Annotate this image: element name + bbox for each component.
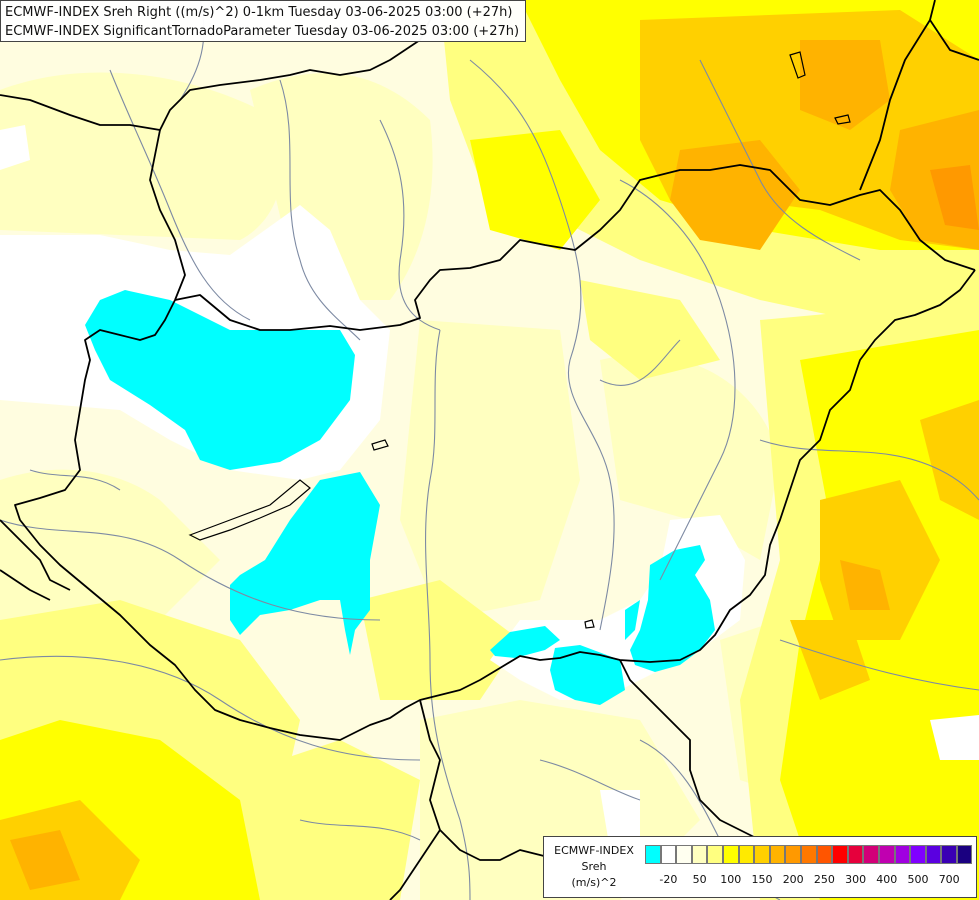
legend-unit: (m/s)^2 xyxy=(571,876,617,889)
legend-swatch xyxy=(785,845,801,864)
legend-swatch xyxy=(832,845,848,864)
map-title-box: ECMWF-INDEX Sreh Right ((m/s)^2) 0-1km T… xyxy=(0,0,526,42)
legend-swatch xyxy=(676,845,692,864)
color-legend: ECMWF-INDEX Sreh (m/s)^2 -20 50 100 150 200 2… xyxy=(543,836,977,898)
legend-color-bar xyxy=(645,845,973,864)
legend-tick-label: 250 xyxy=(813,873,835,886)
legend-labels: ECMWF-INDEX Sreh (m/s)^2 xyxy=(548,843,640,891)
legend-swatch xyxy=(894,845,911,864)
legend-swatch xyxy=(878,845,895,864)
legend-ticks: -20 50 100 150 200 250 300 400 500 700 xyxy=(645,873,973,889)
legend-tick-label: 150 xyxy=(751,873,773,886)
title-line-stp: ECMWF-INDEX SignificantTornadoParameter … xyxy=(5,24,520,39)
legend-swatch xyxy=(863,845,879,864)
legend-swatch xyxy=(691,845,708,864)
legend-parameter: Sreh xyxy=(581,860,607,873)
legend-tick-label: 300 xyxy=(845,873,867,886)
legend-tick-label: 500 xyxy=(907,873,929,886)
legend-tick-label: 700 xyxy=(938,873,960,886)
legend-tick-label: 400 xyxy=(876,873,898,886)
legend-swatch xyxy=(754,845,770,864)
legend-swatch xyxy=(707,845,723,864)
legend-swatch xyxy=(816,845,833,864)
legend-swatch xyxy=(925,845,942,864)
legend-swatch xyxy=(847,845,864,864)
title-line-sreh: ECMWF-INDEX Sreh Right ((m/s)^2) 0-1km T… xyxy=(5,5,513,20)
legend-swatch xyxy=(660,845,677,864)
legend-swatch xyxy=(800,845,817,864)
legend-swatch xyxy=(769,845,786,864)
lakes xyxy=(188,51,851,629)
legend-tick-label: 200 xyxy=(782,873,804,886)
legend-swatch xyxy=(956,845,973,864)
legend-swatch xyxy=(738,845,755,864)
legend-swatch xyxy=(645,845,661,864)
legend-tick-label: 100 xyxy=(720,873,742,886)
sreh-field-deep-orange xyxy=(930,165,979,230)
legend-source: ECMWF-INDEX xyxy=(554,844,634,857)
legend-tick-label: -20 xyxy=(659,873,678,886)
legend-swatch xyxy=(722,845,739,864)
legend-tick-label: 50 xyxy=(692,873,707,886)
legend-swatch xyxy=(941,845,957,864)
sreh-field-cyan xyxy=(85,290,715,705)
legend-swatch xyxy=(910,845,926,864)
